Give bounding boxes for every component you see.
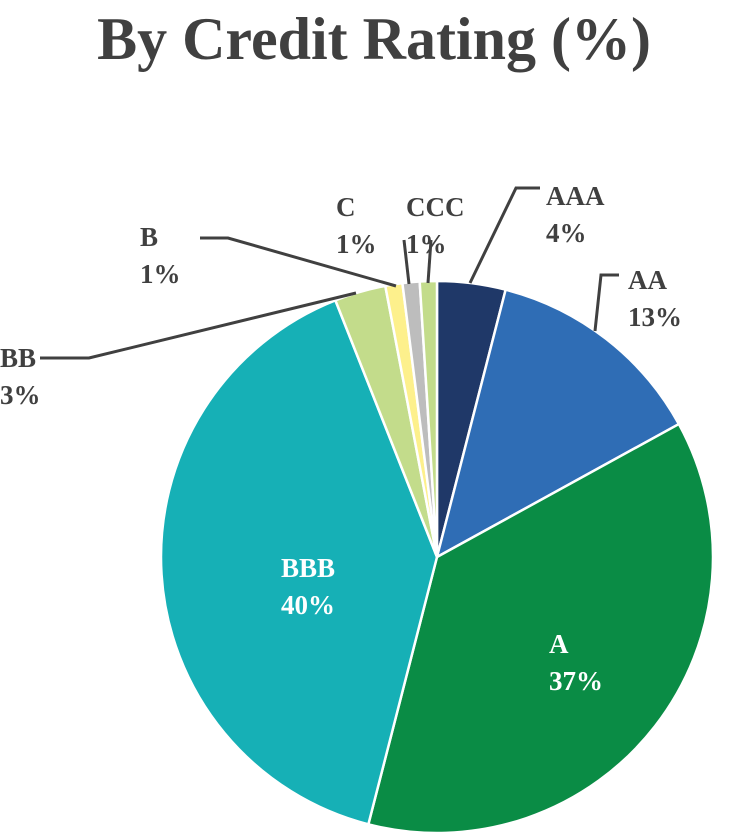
slice-label-c: C 1% [336, 192, 377, 259]
leader-line-c [402, 239, 411, 285]
pie-slice-a [367, 422, 715, 835]
slice-label-ccc: CCC 1% [406, 192, 465, 259]
leader-line-bb [40, 291, 357, 360]
slice-label-aaa: AAA 4% [546, 181, 605, 248]
chart-title: By Credit Rating (%) [97, 6, 651, 72]
pie-slice-bbb [159, 299, 439, 826]
slice-label-bbb: BBB 40% [281, 553, 335, 620]
slice-label-aa: AA 13% [628, 265, 682, 332]
slice-label-bb: BB 3% [0, 343, 41, 410]
leader-line-aa [593, 273, 619, 332]
pie-slice-aa [435, 288, 681, 559]
leader-line-b [200, 236, 397, 288]
leader-line-ccc [426, 239, 433, 284]
slice-label-b: B 1% [140, 222, 181, 289]
slice-label-a: A 37% [549, 629, 603, 696]
leader-line-aaa [468, 186, 540, 284]
